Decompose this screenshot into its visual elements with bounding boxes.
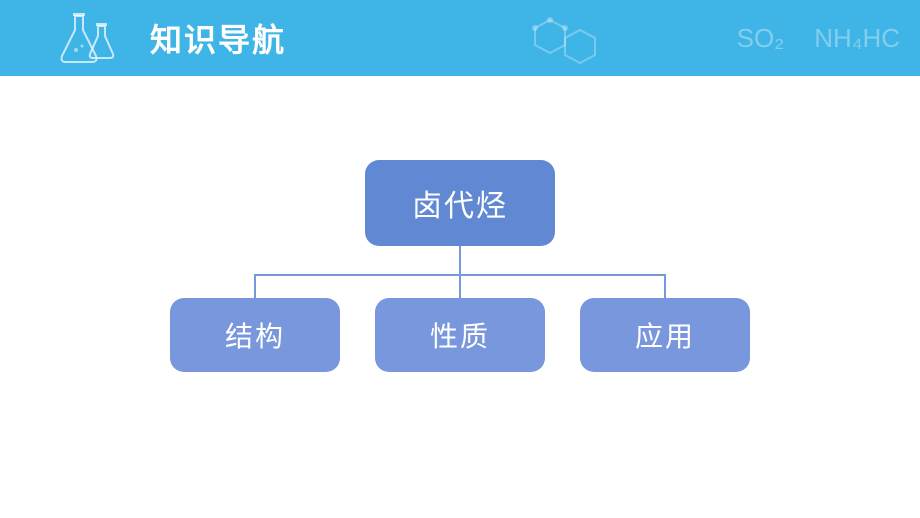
connector-down-left [254,276,256,298]
child-node-structure: 结构 [170,298,340,372]
formula-nh4: NH₄HC [814,23,900,54]
header-title: 知识导航 [150,15,286,61]
connector-down-center [459,276,461,298]
child-node-property: 性质 [375,298,545,372]
connector-vertical [459,246,461,274]
formula-decoration: SO₂ NH₄HC [737,0,900,76]
tree-diagram: 卤代烃 结构 性质 应用 [160,160,760,372]
molecule-decoration-icon [520,10,640,75]
flask-icon [40,8,120,68]
formula-so2: SO₂ [737,23,785,54]
connector-down-right [664,276,666,298]
children-row: 结构 性质 应用 [170,298,750,372]
child-node-application: 应用 [580,298,750,372]
header-banner: 知识导航 SO₂ NH₄HC [0,0,920,76]
connector-down-row [254,276,666,298]
root-node: 卤代烃 [365,160,555,246]
